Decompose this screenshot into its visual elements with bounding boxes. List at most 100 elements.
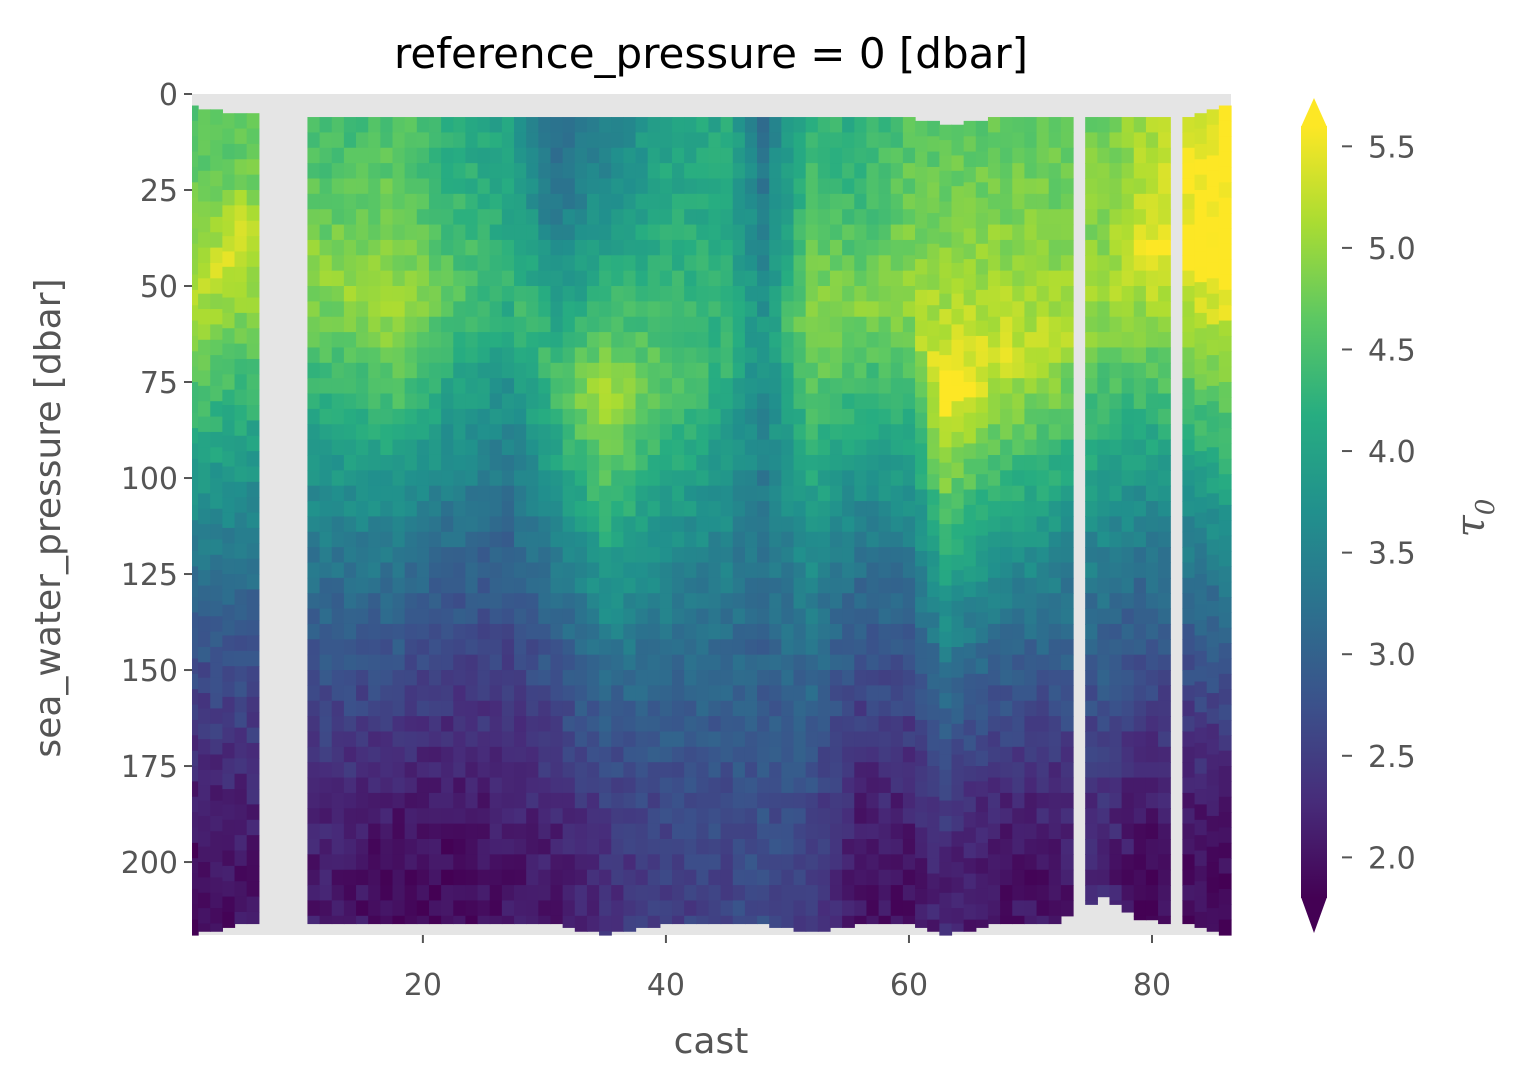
- heatmap-cell: [757, 193, 770, 210]
- heatmap-cell: [1194, 604, 1208, 621]
- heatmap-cell: [1024, 547, 1038, 564]
- heatmap-cell: [1012, 808, 1026, 825]
- heatmap-cell: [878, 439, 892, 456]
- heatmap-cell: [319, 408, 333, 425]
- heatmap-cell: [684, 424, 697, 441]
- heatmap-cell: [307, 209, 321, 226]
- heatmap-cell: [720, 470, 734, 487]
- heatmap-cell: [854, 608, 868, 625]
- heatmap-cell: [878, 808, 892, 825]
- heatmap-cell: [659, 209, 673, 226]
- heatmap-cell: [392, 301, 406, 318]
- heatmap-cell: [331, 163, 345, 180]
- heatmap-cell: [501, 332, 515, 349]
- heatmap-cell: [1012, 332, 1026, 349]
- heatmap-cell: [222, 297, 236, 314]
- heatmap-cell: [234, 159, 248, 176]
- heatmap-cell: [1036, 731, 1050, 748]
- heatmap-cell: [307, 408, 321, 425]
- heatmap-cell: [720, 869, 734, 886]
- heatmap-cell: [586, 915, 600, 932]
- heatmap-cell: [878, 193, 892, 210]
- heatmap-cell: [1158, 209, 1171, 226]
- heatmap-cell: [744, 316, 758, 333]
- heatmap-cell: [866, 193, 880, 210]
- heatmap-cell: [696, 424, 710, 441]
- heatmap-cell: [817, 408, 831, 425]
- heatmap-cell: [951, 293, 965, 310]
- heatmap-cell: [586, 885, 600, 902]
- heatmap-cell: [574, 577, 588, 594]
- heatmap-cell: [963, 750, 977, 767]
- heatmap-cell: [441, 670, 454, 686]
- heatmap-cell: [501, 562, 515, 579]
- heatmap-cell: [222, 282, 236, 299]
- heatmap-cell: [1145, 117, 1159, 133]
- heatmap-cell: [514, 839, 527, 855]
- heatmap-cell: [915, 366, 928, 383]
- heatmap-cell: [526, 147, 539, 164]
- heatmap-cell: [951, 723, 965, 740]
- heatmap-cell: [1024, 516, 1038, 533]
- heatmap-cell: [586, 209, 600, 226]
- heatmap-cell: [453, 839, 467, 855]
- heatmap-cell: [319, 762, 333, 779]
- heatmap-cell: [586, 193, 600, 210]
- heatmap-cell: [514, 163, 527, 180]
- heatmap-cell: [757, 792, 770, 809]
- heatmap-cell: [380, 424, 394, 441]
- heatmap-cell: [1194, 389, 1208, 406]
- heatmap-cell: [1060, 731, 1074, 748]
- heatmap-cell: [732, 270, 746, 287]
- heatmap-cell: [477, 347, 491, 364]
- heatmap-cell: [343, 147, 357, 164]
- heatmap-cell: [319, 531, 333, 548]
- heatmap-cell: [951, 278, 965, 295]
- heatmap-cell: [550, 623, 564, 640]
- heatmap-cell: [684, 239, 697, 256]
- heatmap-cell: [829, 178, 843, 195]
- heatmap-cell: [939, 416, 953, 433]
- heatmap-cell: [757, 209, 770, 226]
- heatmap-cell: [465, 531, 479, 548]
- heatmap-cell: [635, 854, 649, 871]
- heatmap-cell: [1036, 808, 1050, 825]
- heatmap-cell: [1000, 132, 1013, 149]
- heatmap-cell: [319, 224, 333, 241]
- heatmap-cell: [392, 193, 406, 210]
- heatmap-cell: [890, 255, 904, 272]
- heatmap-cell: [210, 693, 223, 710]
- heatmap-cell: [781, 132, 795, 149]
- heatmap-cell: [307, 147, 321, 164]
- heatmap-cell: [586, 501, 600, 518]
- heatmap-cell: [246, 543, 260, 560]
- heatmap-cell: [975, 489, 989, 506]
- heatmap-cell: [1060, 117, 1074, 133]
- heatmap-cell: [404, 378, 418, 395]
- heatmap-cell: [331, 685, 345, 702]
- heatmap-cell: [769, 347, 782, 364]
- heatmap-cell: [732, 762, 746, 779]
- heatmap-cell: [477, 408, 491, 425]
- heatmap-cell: [732, 224, 746, 241]
- heatmap-cell: [659, 746, 673, 763]
- heatmap-cell: [939, 155, 953, 172]
- heatmap-cell: [805, 255, 819, 272]
- heatmap-cell: [356, 531, 369, 548]
- heatmap-cell: [805, 347, 819, 364]
- heatmap-cell: [1109, 454, 1123, 471]
- heatmap-cell: [1085, 454, 1098, 471]
- heatmap-cell: [1218, 458, 1232, 475]
- heatmap-cell: [416, 915, 430, 925]
- heatmap-cell: [1158, 132, 1171, 149]
- heatmap-cell: [526, 577, 539, 594]
- heatmap-cell: [574, 623, 588, 640]
- heatmap-cell: [769, 823, 782, 840]
- heatmap-cell: [635, 332, 649, 349]
- heatmap-cell: [599, 670, 612, 686]
- heatmap-cell: [951, 892, 965, 909]
- heatmap-cell: [198, 862, 211, 878]
- heatmap-cell: [538, 516, 552, 533]
- heatmap-cell: [198, 769, 211, 786]
- heatmap-cell: [501, 823, 515, 840]
